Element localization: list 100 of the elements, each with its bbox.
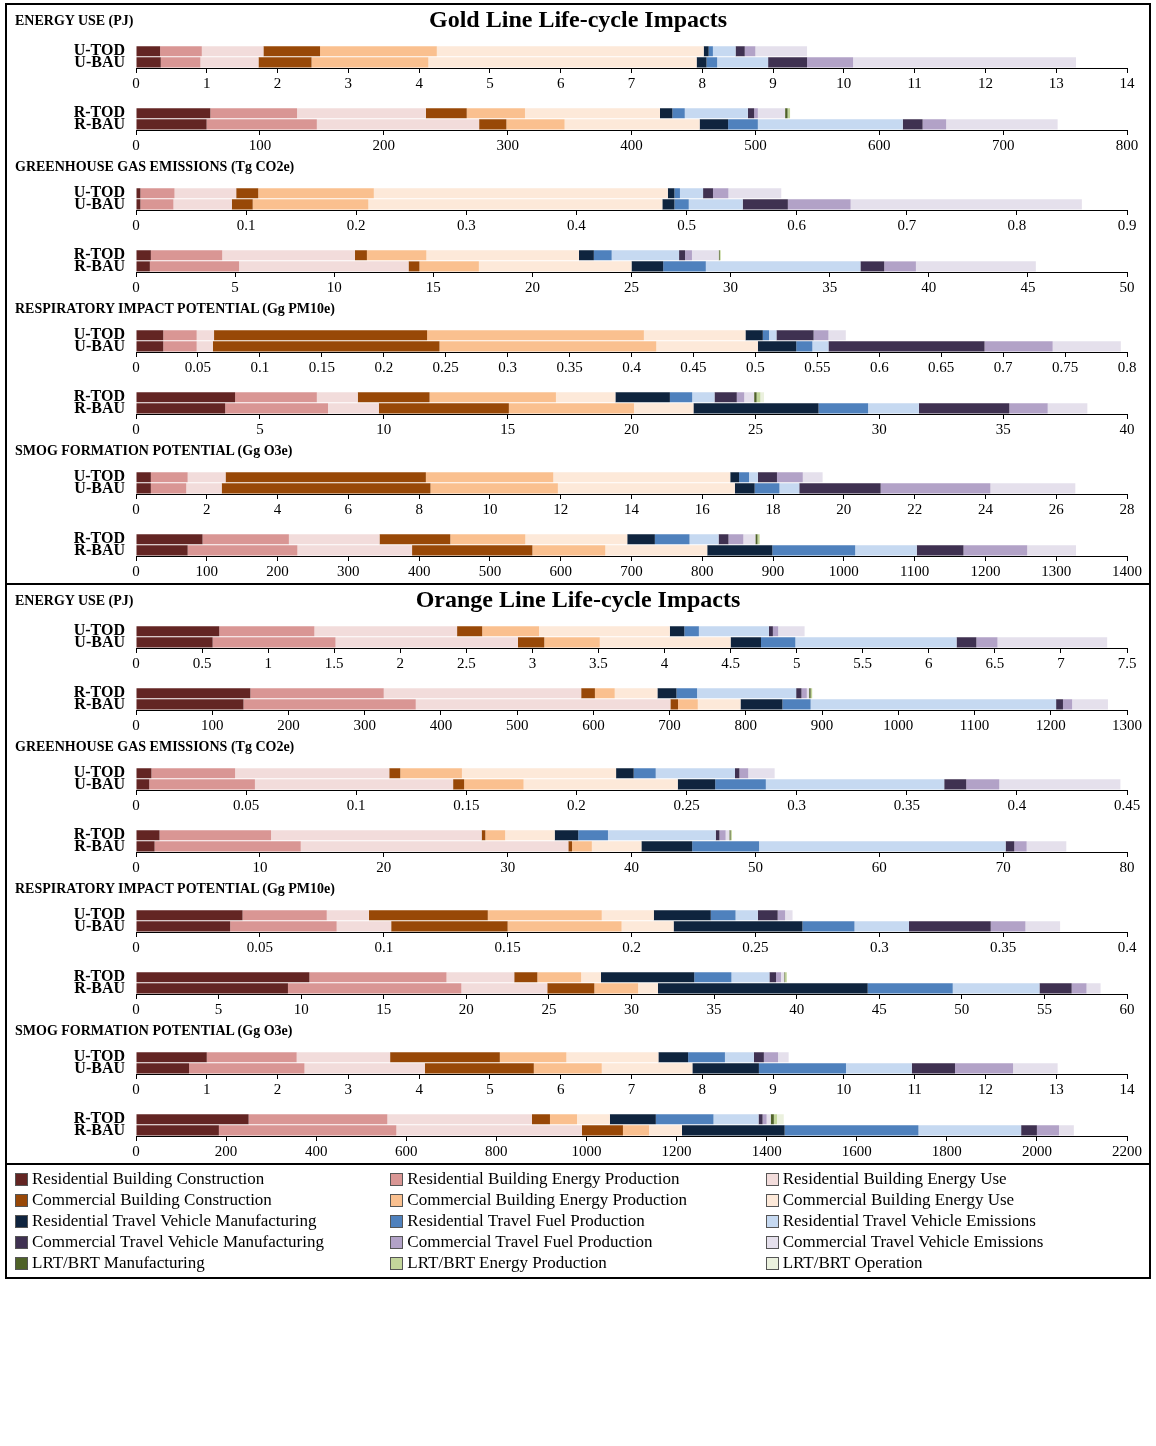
x-tick-label: 0 xyxy=(132,796,140,813)
x-tick-label: 16 xyxy=(694,500,711,517)
x-tick-label: 5 xyxy=(792,654,801,671)
x-tick-label: 0.1 xyxy=(346,796,366,813)
x-tick-label: 50 xyxy=(747,858,763,875)
x-tick-label: 200 xyxy=(277,716,300,733)
x-tick-label: 0.6 xyxy=(787,216,807,233)
x-tick-label: 14 xyxy=(624,500,640,517)
x-tick-label: 1300 xyxy=(1112,716,1142,733)
x-tick-label: 3.5 xyxy=(589,654,608,671)
legend-label: LRT/BRT Manufacturing xyxy=(32,1253,205,1273)
x-tick-label: 28 xyxy=(1119,500,1135,517)
x-tick-label: 0.3 xyxy=(498,358,517,375)
x-tick-label: 60 xyxy=(871,858,887,875)
x-tick-label: 1000 xyxy=(828,562,859,579)
x-tick-label: 1200 xyxy=(661,1142,692,1159)
x-tick-label: 5 xyxy=(231,278,239,295)
x-tick-label: 0.15 xyxy=(308,358,335,375)
x-tick-label: 14 xyxy=(1119,74,1135,91)
x-tick-label: 10 xyxy=(293,1000,309,1017)
x-tick-label: 10 xyxy=(836,1080,852,1097)
x-tick-label: 900 xyxy=(810,716,834,733)
legend-label: Residential Building Energy Use xyxy=(782,1169,1007,1189)
x-tick-label: 1100 xyxy=(899,562,930,579)
x-tick-label: 12 xyxy=(553,500,569,517)
x-tick-label: 20 xyxy=(836,500,852,517)
x-tick-label: 50 xyxy=(1119,278,1135,295)
x-tick-label: 70 xyxy=(995,858,1011,875)
x-tick-label: 4 xyxy=(660,654,669,671)
chart-title: GREENHOUSE GAS EMISSIONS (Tg CO2e) xyxy=(15,739,295,755)
x-tick-label: 0.9 xyxy=(1117,216,1137,233)
x-tick-label: 2200 xyxy=(1112,1142,1142,1159)
chart-title: Gold Line Life-cycle Impacts xyxy=(429,6,727,32)
x-tick-label: 45 xyxy=(1020,278,1036,295)
x-tick-label: 500 xyxy=(478,562,502,579)
x-tick-label: 0.4 xyxy=(1117,938,1137,955)
chart-subtitle: ENERGY USE (PJ) xyxy=(15,13,134,29)
x-tick-label: 0.1 xyxy=(236,216,256,233)
x-tick-label: 6 xyxy=(556,74,565,91)
x-tick-label: 8 xyxy=(415,500,423,517)
chart-title: RESPIRATORY IMPACT POTENTIAL (Gg PM10e) xyxy=(15,881,335,897)
x-tick-label: 1 xyxy=(264,654,272,671)
x-tick-label: 6.5 xyxy=(985,654,1005,671)
x-tick-label: 900 xyxy=(761,562,785,579)
x-tick-label: 5 xyxy=(486,1080,494,1097)
legend-label: Residential Travel Fuel Production xyxy=(407,1211,645,1231)
x-tick-label: 9 xyxy=(769,74,777,91)
chart-title: GREENHOUSE GAS EMISSIONS (Tg CO2e) xyxy=(15,159,295,175)
x-tick-label: 6 xyxy=(556,1080,565,1097)
x-tick-label: 0.15 xyxy=(494,938,521,955)
x-tick-label: 0.55 xyxy=(804,358,831,375)
x-tick-label: 0 xyxy=(132,216,140,233)
x-tick-label: 0 xyxy=(132,278,140,295)
x-tick-label: 15 xyxy=(376,1000,392,1017)
x-tick-label: 800 xyxy=(1115,136,1139,153)
x-tick-label: 0.25 xyxy=(432,358,459,375)
x-tick-label: 0.4 xyxy=(622,358,642,375)
x-tick-label: 20 xyxy=(376,858,392,875)
x-tick-label: 0.35 xyxy=(893,796,920,813)
x-tick-label: 40 xyxy=(1119,420,1135,437)
x-tick-label: 35 xyxy=(822,278,838,295)
x-tick-label: 0.15 xyxy=(453,796,480,813)
x-tick-label: 9 xyxy=(769,1080,777,1097)
x-tick-label: 500 xyxy=(505,716,529,733)
x-tick-label: 1000 xyxy=(571,1142,602,1159)
x-tick-label: 2 xyxy=(203,500,211,517)
x-tick-label: 0 xyxy=(132,1142,140,1159)
x-tick-label: 3 xyxy=(344,1080,353,1097)
x-tick-label: 400 xyxy=(620,136,643,153)
x-tick-label: 11 xyxy=(907,1080,922,1097)
x-tick-label: 2 xyxy=(396,654,405,671)
x-tick-label: 60 xyxy=(1119,1000,1135,1017)
x-tick-label: 100 xyxy=(200,716,224,733)
x-tick-label: 0 xyxy=(132,654,140,671)
legend-label: Commercial Travel Vehicle Manufacturing xyxy=(32,1232,324,1252)
x-tick-label: 1400 xyxy=(1112,562,1142,579)
x-tick-label: 1200 xyxy=(970,562,1001,579)
x-tick-label: 0.45 xyxy=(680,358,707,375)
x-tick-label: 1600 xyxy=(841,1142,872,1159)
x-tick-label: 2000 xyxy=(1021,1142,1052,1159)
x-tick-label: 0.8 xyxy=(1007,216,1027,233)
x-tick-label: 4 xyxy=(415,1080,424,1097)
x-tick-label: 1800 xyxy=(931,1142,962,1159)
x-tick-label: 800 xyxy=(734,716,758,733)
x-tick-label: 0.3 xyxy=(869,938,889,955)
x-tick-label: 0.5 xyxy=(192,654,212,671)
x-tick-label: 0.8 xyxy=(1117,358,1137,375)
x-tick-label: 400 xyxy=(407,562,431,579)
x-tick-label: 25 xyxy=(624,278,639,295)
x-tick-label: 400 xyxy=(304,1142,328,1159)
x-tick-label: 500 xyxy=(744,136,767,153)
legend-label: Commercial Building Energy Production xyxy=(407,1190,688,1210)
x-tick-label: 12 xyxy=(977,1080,993,1097)
x-tick-label: 13 xyxy=(1048,1080,1064,1097)
x-tick-label: 0 xyxy=(132,858,140,875)
x-tick-label: 40 xyxy=(624,858,639,875)
x-tick-label: 600 xyxy=(868,136,891,153)
legend-label: Commercial Building Energy Use xyxy=(782,1190,1015,1210)
legend-label: LRT/BRT Operation xyxy=(782,1253,923,1273)
x-tick-label: 0.5 xyxy=(746,358,765,375)
